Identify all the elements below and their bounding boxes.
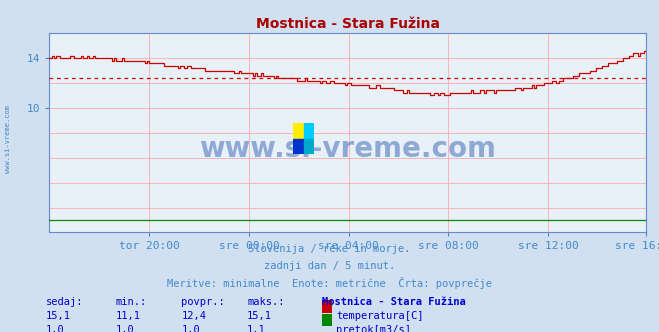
Text: 15,1: 15,1 xyxy=(247,311,272,321)
Text: pretok[m3/s]: pretok[m3/s] xyxy=(336,325,411,332)
Text: min.:: min.: xyxy=(115,297,146,307)
Text: 1,0: 1,0 xyxy=(181,325,200,332)
Title: Mostnica - Stara Fužina: Mostnica - Stara Fužina xyxy=(256,17,440,31)
Text: 15,1: 15,1 xyxy=(46,311,71,321)
Text: Mostnica - Stara Fužina: Mostnica - Stara Fužina xyxy=(322,297,465,307)
Text: zadnji dan / 5 minut.: zadnji dan / 5 minut. xyxy=(264,261,395,271)
Text: povpr.:: povpr.: xyxy=(181,297,225,307)
Bar xyxy=(293,139,304,154)
Text: 1,0: 1,0 xyxy=(115,325,134,332)
Text: Meritve: minimalne  Enote: metrične  Črta: povprečje: Meritve: minimalne Enote: metrične Črta:… xyxy=(167,277,492,289)
Text: sedaj:: sedaj: xyxy=(46,297,84,307)
Bar xyxy=(304,139,314,154)
Text: temperatura[C]: temperatura[C] xyxy=(336,311,424,321)
Text: maks.:: maks.: xyxy=(247,297,285,307)
Text: 11,1: 11,1 xyxy=(115,311,140,321)
Text: www.si-vreme.com: www.si-vreme.com xyxy=(5,106,11,173)
Text: www.si-vreme.com: www.si-vreme.com xyxy=(199,135,496,163)
Bar xyxy=(304,123,314,139)
Text: 1,0: 1,0 xyxy=(46,325,65,332)
Text: Slovenija / reke in morje.: Slovenija / reke in morje. xyxy=(248,244,411,254)
Text: 1,1: 1,1 xyxy=(247,325,266,332)
Bar xyxy=(293,123,304,139)
Text: 12,4: 12,4 xyxy=(181,311,206,321)
